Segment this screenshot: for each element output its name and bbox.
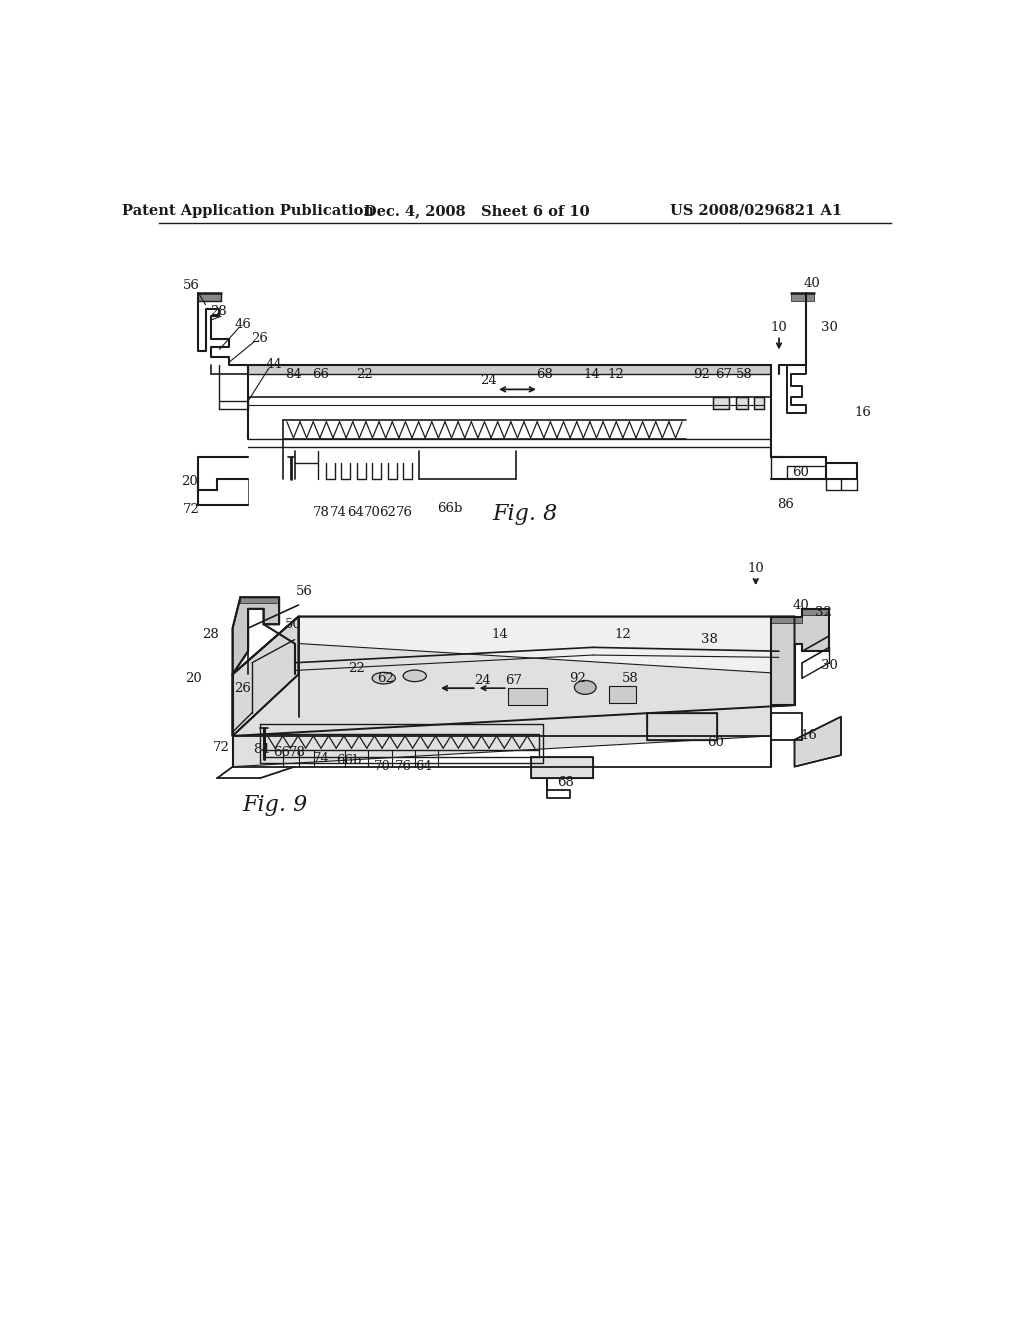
Polygon shape bbox=[232, 616, 795, 737]
Text: Dec. 4, 2008   Sheet 6 of 10: Dec. 4, 2008 Sheet 6 of 10 bbox=[364, 203, 590, 218]
Text: 78: 78 bbox=[289, 746, 305, 759]
Ellipse shape bbox=[574, 681, 596, 694]
Text: 14: 14 bbox=[492, 628, 508, 640]
Text: US 2008/0296821 A1: US 2008/0296821 A1 bbox=[670, 203, 842, 218]
Text: 92: 92 bbox=[693, 367, 710, 380]
Polygon shape bbox=[198, 293, 221, 301]
Text: 76: 76 bbox=[396, 506, 413, 519]
Polygon shape bbox=[713, 397, 729, 409]
Text: 20: 20 bbox=[185, 672, 203, 685]
Text: 67: 67 bbox=[715, 367, 732, 380]
Text: 66b: 66b bbox=[437, 502, 462, 515]
Polygon shape bbox=[771, 609, 829, 705]
Text: 67: 67 bbox=[506, 675, 522, 686]
Text: 40: 40 bbox=[793, 599, 809, 612]
Polygon shape bbox=[795, 717, 841, 767]
Text: Fig. 9: Fig. 9 bbox=[243, 795, 308, 816]
Text: 72: 72 bbox=[213, 741, 229, 754]
Text: 76: 76 bbox=[394, 760, 412, 774]
Polygon shape bbox=[771, 616, 802, 623]
Text: 28: 28 bbox=[210, 305, 227, 318]
Text: Fig. 8: Fig. 8 bbox=[493, 503, 557, 525]
Text: 24: 24 bbox=[480, 375, 497, 388]
Polygon shape bbox=[736, 397, 748, 409]
Polygon shape bbox=[608, 686, 636, 702]
Text: 30: 30 bbox=[821, 321, 838, 334]
Text: 60: 60 bbox=[793, 466, 809, 479]
Text: 26: 26 bbox=[234, 681, 251, 694]
Text: 78: 78 bbox=[313, 506, 330, 519]
Text: 66: 66 bbox=[273, 746, 290, 759]
Polygon shape bbox=[232, 616, 299, 737]
Text: 20: 20 bbox=[181, 475, 199, 488]
Ellipse shape bbox=[403, 671, 426, 681]
Text: 44: 44 bbox=[265, 358, 282, 371]
Text: Patent Application Publication: Patent Application Publication bbox=[122, 203, 374, 218]
Ellipse shape bbox=[372, 672, 395, 684]
Text: 72: 72 bbox=[183, 503, 200, 516]
Text: 22: 22 bbox=[356, 367, 373, 380]
Text: 30: 30 bbox=[821, 659, 838, 672]
Text: 28: 28 bbox=[203, 628, 219, 640]
Text: 74: 74 bbox=[313, 752, 330, 766]
Text: 70: 70 bbox=[374, 760, 390, 774]
Text: 74: 74 bbox=[331, 506, 347, 519]
Text: 10: 10 bbox=[771, 321, 787, 334]
Text: 22: 22 bbox=[348, 661, 365, 675]
Text: 58: 58 bbox=[622, 672, 639, 685]
Text: 16: 16 bbox=[800, 730, 817, 742]
Polygon shape bbox=[531, 758, 593, 779]
Text: 16: 16 bbox=[854, 407, 871, 418]
Text: 84: 84 bbox=[253, 743, 269, 756]
Polygon shape bbox=[241, 598, 280, 603]
Text: 14: 14 bbox=[583, 367, 600, 380]
Text: 60: 60 bbox=[707, 735, 724, 748]
Text: 64: 64 bbox=[416, 760, 432, 774]
Text: 40: 40 bbox=[803, 277, 820, 289]
Text: 38: 38 bbox=[700, 634, 718, 647]
Text: 68: 68 bbox=[557, 776, 574, 788]
Text: 58: 58 bbox=[736, 367, 753, 380]
Text: 66: 66 bbox=[311, 367, 329, 380]
Polygon shape bbox=[248, 364, 771, 374]
Polygon shape bbox=[755, 397, 764, 409]
Polygon shape bbox=[232, 598, 280, 675]
Text: 24: 24 bbox=[474, 675, 492, 686]
Text: 56: 56 bbox=[296, 585, 313, 598]
Text: 32: 32 bbox=[815, 606, 831, 619]
Polygon shape bbox=[232, 644, 795, 767]
Text: 46: 46 bbox=[234, 318, 251, 331]
Text: 50: 50 bbox=[285, 618, 301, 631]
Text: 12: 12 bbox=[614, 628, 631, 640]
Text: 68: 68 bbox=[537, 367, 553, 380]
Text: 62: 62 bbox=[377, 672, 394, 685]
Text: 26: 26 bbox=[251, 333, 268, 345]
Text: 62: 62 bbox=[379, 506, 396, 519]
Text: 86: 86 bbox=[777, 499, 794, 511]
Text: 92: 92 bbox=[569, 672, 586, 685]
Text: 64: 64 bbox=[347, 506, 364, 519]
Polygon shape bbox=[791, 293, 814, 301]
Polygon shape bbox=[802, 609, 829, 615]
Text: 84: 84 bbox=[285, 367, 301, 380]
Text: 56: 56 bbox=[183, 279, 200, 292]
Text: 70: 70 bbox=[364, 506, 381, 519]
Text: 10: 10 bbox=[748, 562, 764, 576]
Polygon shape bbox=[647, 713, 717, 739]
Text: 66b: 66b bbox=[336, 754, 361, 767]
Polygon shape bbox=[508, 688, 547, 705]
Text: 12: 12 bbox=[608, 367, 625, 380]
